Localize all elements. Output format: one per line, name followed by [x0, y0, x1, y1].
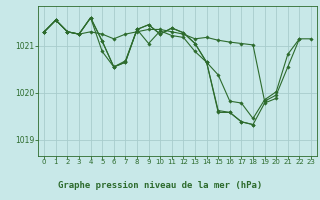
- Text: Graphe pression niveau de la mer (hPa): Graphe pression niveau de la mer (hPa): [58, 181, 262, 190]
